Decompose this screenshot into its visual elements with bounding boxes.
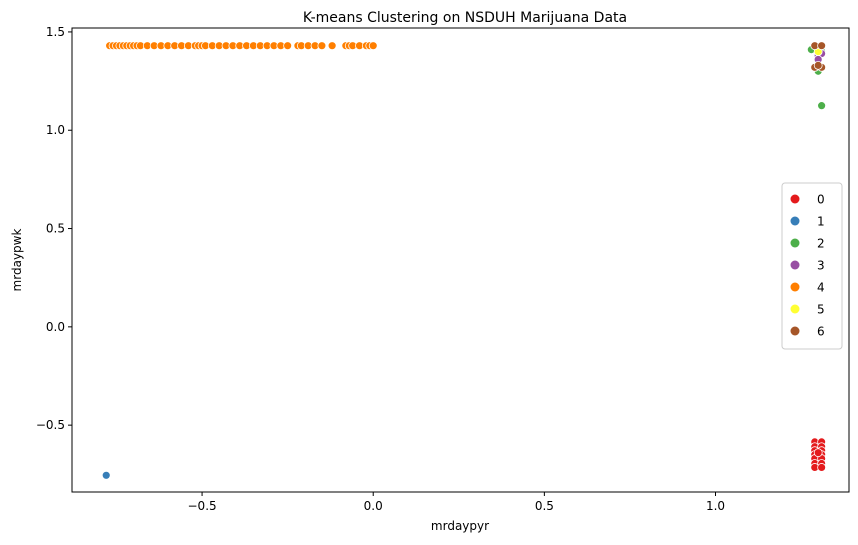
plot-points [101,41,827,480]
data-point-cluster-4 [327,41,337,51]
data-point-cluster-1 [101,470,111,480]
y-tick-label: −0.5 [36,418,65,432]
legend-marker [790,282,800,292]
x-axis-label: mrdaypyr [431,519,489,533]
legend-marker [790,260,800,270]
legend-marker [790,194,800,204]
y-axis-ticks: −0.5 0.0 0.5 1.0 1.5 [36,25,72,432]
chart-title: K-means Clustering on NSDUH Marijuana Da… [303,10,627,26]
legend-marker [790,216,800,226]
legend-marker [790,326,800,336]
y-axis-label: mrdaypwk [10,229,24,292]
data-point-cluster-0 [813,448,823,458]
legend-marker [790,238,800,248]
legend-label: 2 [817,237,825,251]
x-tick-label: −0.5 [188,499,217,513]
data-point-cluster-6 [813,60,823,70]
legend-label: 3 [817,259,825,273]
legend-label: 5 [817,303,825,317]
y-tick-label: 0.5 [46,222,65,236]
y-tick-label: 1.0 [46,123,65,137]
data-point-cluster-0 [817,463,827,472]
data-point-cluster-4 [317,41,327,51]
data-point-cluster-4 [368,41,378,51]
x-tick-label: 0.0 [364,499,383,513]
x-tick-label: 1.0 [706,499,725,513]
plot-frame [71,27,850,493]
data-point-cluster-2 [817,101,827,111]
y-tick-label: 0.0 [46,320,65,334]
legend-marker [790,304,800,314]
y-tick-label: 1.5 [46,25,65,39]
data-point-cluster-6 [817,41,827,51]
data-point-cluster-4 [283,41,293,51]
legend-label: 4 [817,281,825,295]
legend: 0 1 2 3 4 5 6 [781,182,843,350]
legend-label: 1 [817,215,825,229]
x-axis-ticks: −0.5 0.0 0.5 1.0 [188,492,725,513]
legend-label: 6 [817,325,825,339]
legend-label: 0 [817,193,825,207]
x-tick-label: 0.5 [535,499,554,513]
